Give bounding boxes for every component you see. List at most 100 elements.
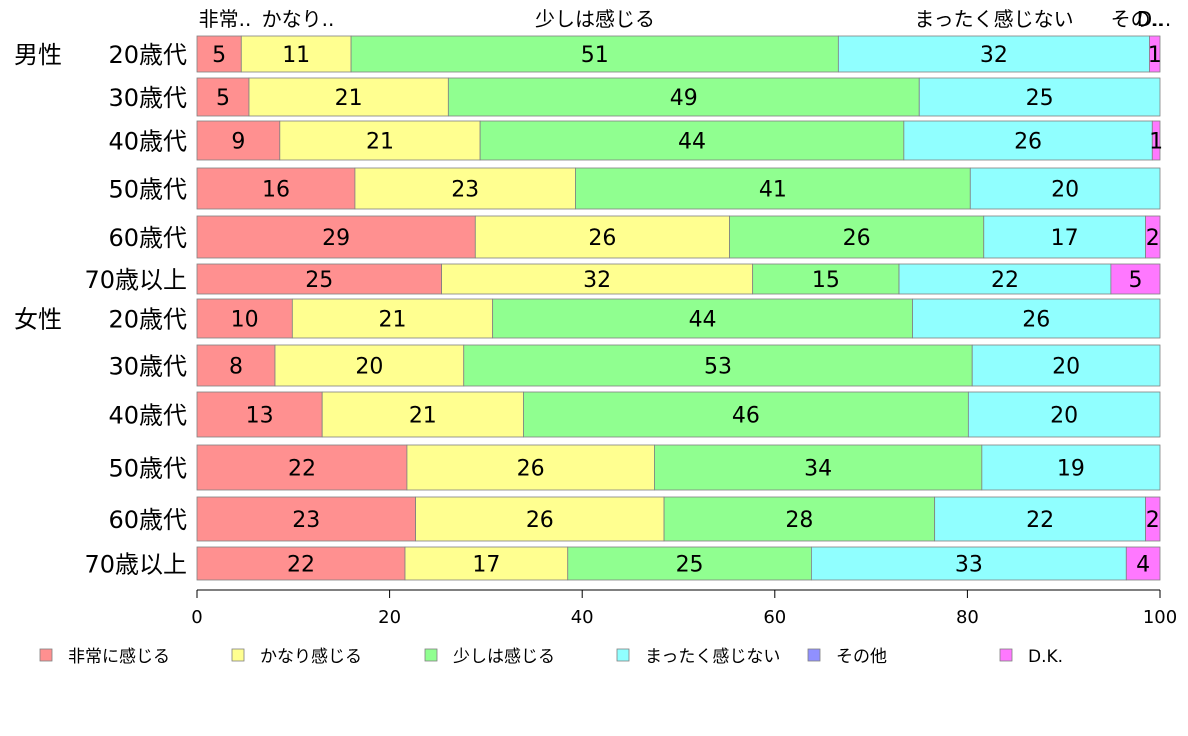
- data-label: 16: [262, 178, 290, 203]
- data-label: 51: [581, 43, 609, 68]
- row-label: 60歳代: [108, 506, 187, 534]
- data-label: 26: [526, 508, 554, 533]
- bar-segment: [196, 546, 406, 581]
- bar-segment: [240, 35, 352, 73]
- data-label: 26: [1022, 308, 1050, 333]
- data-label: 21: [335, 86, 363, 111]
- bar-segment: [903, 120, 1153, 161]
- bar-segment: [663, 496, 936, 542]
- bar-segment: [969, 167, 1161, 210]
- legend-swatch: [231, 648, 245, 662]
- row-label: 70歳以上: [84, 266, 187, 294]
- data-label: 10: [231, 308, 259, 333]
- data-label: 32: [980, 43, 1008, 68]
- bar-segment: [196, 298, 293, 339]
- bar-segment: [447, 77, 920, 117]
- row-label: 50歳代: [108, 176, 187, 204]
- data-label: 25: [676, 553, 704, 578]
- top-category-label: かなり..: [262, 7, 335, 31]
- data-label: 2: [1146, 508, 1160, 533]
- x-tick-label: 60: [763, 607, 786, 628]
- data-label: 41: [759, 178, 787, 203]
- bar-segment: [918, 77, 1161, 117]
- data-label: 17: [472, 553, 500, 578]
- bar-segment: [898, 263, 1112, 295]
- data-label: 13: [246, 404, 274, 429]
- data-label: 20: [355, 355, 383, 380]
- bar-segment: [291, 298, 494, 339]
- data-label: 8: [229, 355, 243, 380]
- bar-segment: [196, 35, 242, 73]
- row-label: 30歳代: [108, 353, 187, 381]
- bar-segment: [321, 391, 524, 438]
- bar-segment: [567, 546, 812, 581]
- bar-segment: [1145, 215, 1161, 259]
- legend-label: 非常に感じる: [68, 647, 170, 667]
- row-label: 60歳代: [108, 224, 187, 252]
- top-category-label: 少しは感じる: [535, 7, 655, 31]
- legend-swatch: [807, 648, 821, 662]
- bar-segment: [971, 344, 1161, 387]
- row-label: 40歳代: [108, 128, 187, 156]
- bar-segment: [1125, 546, 1161, 581]
- data-label: 20: [1052, 355, 1080, 380]
- data-label: 22: [991, 268, 1019, 293]
- top-category-label: その..: [1111, 7, 1164, 31]
- bar-segment: [1149, 35, 1161, 73]
- row-label: 20歳代: [108, 306, 187, 334]
- bar-segment: [981, 444, 1161, 491]
- data-label: 5: [1128, 268, 1142, 293]
- top-category-label: まったく感じない: [914, 7, 1073, 31]
- data-label: 21: [409, 404, 437, 429]
- bar-segment: [983, 215, 1146, 259]
- data-label: 22: [287, 553, 315, 578]
- bar-segment: [441, 263, 754, 295]
- data-label: 46: [732, 404, 760, 429]
- data-label: 20: [1051, 178, 1079, 203]
- bar-segment: [196, 263, 443, 295]
- bar-segment: [837, 35, 1150, 73]
- legend-swatch: [39, 648, 53, 662]
- data-label: 33: [955, 553, 983, 578]
- legend-label: かなり感じる: [260, 647, 362, 667]
- bar-segment: [1151, 120, 1161, 161]
- data-label: 29: [322, 226, 350, 251]
- data-label: 2: [1146, 226, 1160, 251]
- bar-segment: [934, 496, 1146, 542]
- bar-segment: [279, 120, 481, 161]
- data-label: 34: [804, 457, 832, 482]
- bar-segment: [1145, 496, 1161, 542]
- bar-segment: [654, 444, 983, 491]
- data-label: 1: [1149, 130, 1163, 155]
- bar-segment: [274, 344, 465, 387]
- group-label: 男性: [14, 41, 62, 69]
- row-label: 50歳代: [108, 455, 187, 483]
- bar-segment: [350, 35, 839, 73]
- bar-segment: [196, 77, 250, 117]
- data-label: 23: [292, 508, 320, 533]
- bar-segment: [479, 120, 905, 161]
- data-label: 11: [282, 43, 310, 68]
- bar-segment: [196, 167, 356, 210]
- data-label: 5: [216, 86, 230, 111]
- legend-label: D.K.: [1028, 647, 1063, 667]
- bar-segment: [492, 298, 913, 339]
- data-label: 26: [1014, 130, 1042, 155]
- data-label: 21: [366, 130, 394, 155]
- data-label: 53: [704, 355, 732, 380]
- data-label: 26: [588, 226, 616, 251]
- data-label: 25: [1026, 86, 1054, 111]
- bar-segment: [729, 215, 985, 259]
- legend-label: まったく感じない: [645, 647, 780, 667]
- bar-segment: [196, 444, 408, 491]
- row-label: 20歳代: [108, 41, 187, 69]
- bar-segment: [354, 167, 576, 210]
- legend-swatch: [616, 648, 630, 662]
- data-label: 32: [583, 268, 611, 293]
- data-label: 19: [1057, 457, 1085, 482]
- bar-segment: [1110, 263, 1161, 295]
- bar-segment: [196, 391, 323, 438]
- x-tick-label: 20: [378, 607, 401, 628]
- bar-segment: [404, 546, 569, 581]
